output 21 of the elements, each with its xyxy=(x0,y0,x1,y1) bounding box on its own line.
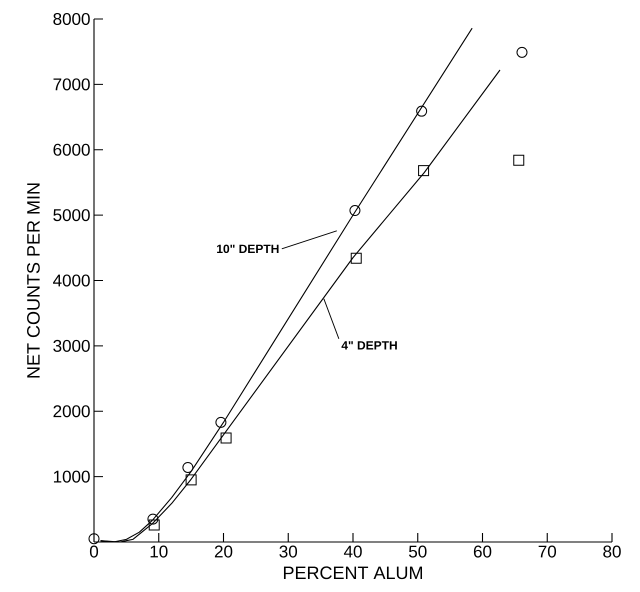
y-tick-label: 2000 xyxy=(54,405,90,418)
x-tick-label: 10 xyxy=(150,546,168,558)
y-tick-label: 7000 xyxy=(54,78,90,90)
x-tick-label: 80 xyxy=(603,546,621,558)
annotation: 10" DEPTH xyxy=(217,244,279,254)
x-tick-label: 40 xyxy=(344,546,362,558)
x-tick-label: 20 xyxy=(214,546,232,558)
y-tick-label: 1000 xyxy=(54,470,90,483)
x-tick-label: 50 xyxy=(408,546,427,558)
y-tick-label: 3000 xyxy=(53,340,90,352)
y-axis-title: NET COUNTS PER MIN xyxy=(27,183,40,378)
x-tick-label: 60 xyxy=(474,546,492,558)
x-tick-label: 30 xyxy=(279,546,298,558)
x-tick-label: 0 xyxy=(90,546,98,558)
y-tick-label: 8000 xyxy=(53,12,90,26)
y-tick-label: 5000 xyxy=(53,209,90,222)
x-axis-title: PERCENT ALUM xyxy=(284,566,422,580)
annotation: 4" DEPTH xyxy=(342,341,397,350)
y-tick-label: 4000 xyxy=(53,274,90,287)
x-tick-label: 70 xyxy=(538,546,556,558)
y-tick-label: 6000 xyxy=(54,144,90,156)
